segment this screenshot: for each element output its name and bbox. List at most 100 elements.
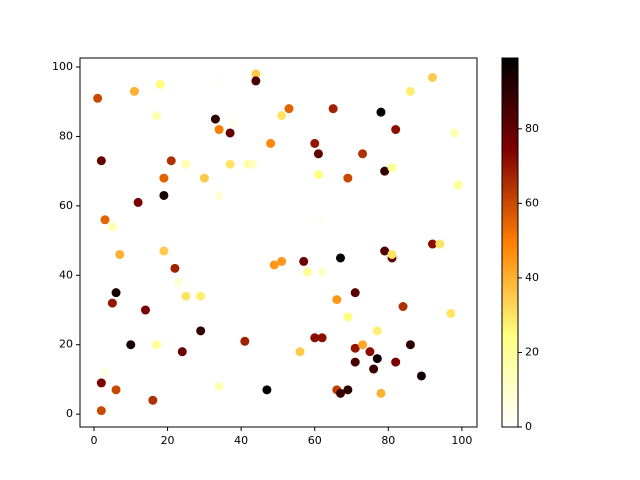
- x-tick-label: 40: [234, 434, 248, 447]
- y-tick-label: 80: [59, 129, 73, 142]
- colorbar-tick-label: 0: [525, 420, 532, 433]
- point: [126, 340, 136, 350]
- x-tick-label: 80: [381, 434, 395, 447]
- point: [96, 156, 106, 166]
- point: [405, 86, 415, 96]
- point: [277, 256, 287, 266]
- point: [262, 385, 272, 395]
- y-tick-label: 0: [66, 407, 73, 420]
- point: [313, 170, 323, 180]
- point: [107, 298, 117, 308]
- point: [317, 333, 327, 343]
- point: [96, 406, 106, 416]
- point: [391, 357, 401, 367]
- point: [199, 173, 209, 183]
- point: [391, 125, 401, 135]
- point: [129, 86, 139, 96]
- point: [405, 340, 415, 350]
- point: [302, 267, 312, 277]
- point: [398, 302, 408, 312]
- point: [358, 149, 368, 159]
- point: [155, 79, 165, 89]
- y-tick-label: 100: [52, 60, 73, 73]
- point: [372, 326, 382, 336]
- point: [225, 128, 235, 138]
- point: [181, 291, 191, 301]
- point: [335, 388, 345, 398]
- point: [111, 385, 121, 395]
- point: [358, 340, 368, 350]
- point: [380, 246, 390, 256]
- point: [100, 215, 110, 225]
- point: [277, 111, 287, 121]
- x-tick-label: 0: [90, 434, 97, 447]
- point: [210, 114, 220, 124]
- point: [247, 159, 257, 169]
- colorbar-tick-label: 20: [525, 345, 539, 358]
- y-tick-label: 60: [59, 199, 73, 212]
- colorbar-tick-label: 80: [525, 122, 539, 135]
- point: [96, 378, 106, 388]
- point: [380, 166, 390, 176]
- point: [446, 308, 456, 318]
- point: [376, 107, 386, 117]
- point: [350, 288, 360, 298]
- point: [343, 312, 353, 322]
- point: [159, 190, 169, 200]
- point: [148, 395, 158, 405]
- point: [453, 180, 463, 190]
- point: [196, 291, 206, 301]
- point: [328, 104, 338, 114]
- point: [313, 149, 323, 159]
- x-tick-label: 60: [308, 434, 322, 447]
- point: [369, 364, 379, 374]
- point: [269, 260, 279, 270]
- point: [427, 239, 437, 249]
- point: [240, 336, 250, 346]
- point: [266, 138, 276, 148]
- point: [140, 305, 150, 315]
- point: [251, 76, 261, 86]
- point: [152, 340, 162, 350]
- point: [343, 385, 353, 395]
- colorbar-frame: [501, 57, 519, 428]
- colorbar: [502, 58, 518, 427]
- colorbar-tick-label: 40: [525, 271, 539, 284]
- point: [343, 173, 353, 183]
- point: [174, 277, 184, 287]
- point: [229, 118, 239, 128]
- point: [115, 249, 125, 259]
- point: [317, 215, 327, 225]
- point: [317, 267, 327, 277]
- point: [170, 263, 180, 273]
- axes-frame: [79, 57, 478, 428]
- point: [214, 125, 224, 135]
- y-tick-label: 40: [59, 268, 73, 281]
- point: [166, 156, 176, 166]
- point: [225, 159, 235, 169]
- colorbar-tick-label: 60: [525, 196, 539, 209]
- point: [100, 368, 110, 378]
- point: [310, 138, 320, 148]
- point: [133, 197, 143, 207]
- point: [159, 173, 169, 183]
- point: [435, 239, 445, 249]
- point: [159, 246, 169, 256]
- point: [214, 76, 224, 86]
- point: [310, 333, 320, 343]
- point: [177, 347, 187, 357]
- point: [372, 354, 382, 364]
- y-tick-label: 20: [59, 338, 73, 351]
- point: [387, 249, 397, 259]
- point: [332, 295, 342, 305]
- point: [335, 253, 345, 263]
- point: [416, 371, 426, 381]
- point: [365, 347, 375, 357]
- point: [295, 347, 305, 357]
- point: [214, 381, 224, 391]
- point: [350, 343, 360, 353]
- point: [93, 93, 103, 103]
- point: [350, 357, 360, 367]
